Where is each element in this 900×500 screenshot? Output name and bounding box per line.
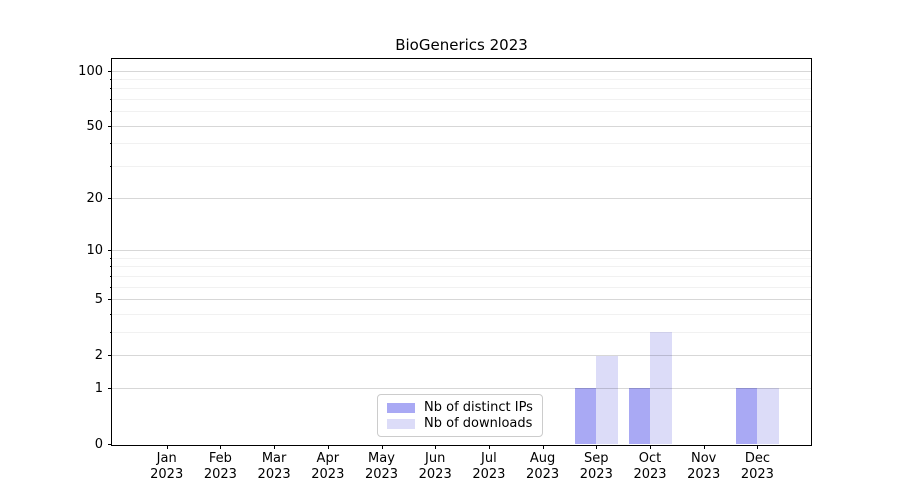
y-minor-tick-mark-70: [109, 99, 112, 101]
x-tick-label-nov: Nov 2023: [687, 451, 721, 482]
y-tick-mark-2: [107, 355, 112, 357]
y-minor-tick-mark-60: [109, 111, 112, 113]
y-tick-label-10: 10: [86, 242, 103, 258]
x-tick-mark-jan: [166, 444, 168, 449]
bar-distinct-ips-dec: [735, 388, 758, 445]
gridline-major-100: [112, 70, 811, 72]
x-tick-label-may: May 2023: [364, 451, 399, 482]
y-tick-label-1: 1: [94, 380, 103, 396]
legend-label-downloads: Nb of downloads: [424, 416, 533, 431]
x-tick-label-jul: Jul 2023: [472, 451, 506, 482]
gridline-minor-30: [112, 166, 811, 168]
y-tick-label-2: 2: [94, 348, 103, 364]
gridline-minor-7: [112, 275, 811, 277]
gridline-major-2: [112, 355, 811, 357]
x-tick-mark-jun: [435, 444, 437, 449]
y-minor-tick-mark-9: [109, 257, 112, 259]
legend-swatch-downloads: [387, 419, 415, 429]
chart-title: BioGenerics 2023: [395, 36, 528, 54]
y-minor-tick-mark-3: [109, 331, 112, 333]
bar-distinct-ips-oct: [628, 388, 650, 445]
x-tick-mark-aug: [542, 444, 544, 449]
legend-label-distinct-ips: Nb of distinct IPs: [424, 400, 533, 415]
gridline-minor-90: [112, 78, 811, 80]
y-tick-label-0: 0: [94, 437, 103, 452]
gridline-major-1: [112, 387, 811, 389]
legend-entry-distinct-ips: Nb of distinct IPs: [387, 400, 533, 416]
gridline-minor-60: [112, 111, 811, 113]
gridline-minor-40: [112, 143, 811, 145]
y-tick-mark-20: [107, 197, 112, 199]
gridline-major-50: [112, 125, 811, 127]
y-minor-tick-mark-80: [109, 88, 112, 90]
x-tick-label-jan: Jan 2023: [150, 451, 184, 482]
x-tick-label-aug: Aug 2023: [526, 451, 560, 482]
y-minor-tick-mark-6: [109, 286, 112, 288]
y-minor-tick-mark-7: [109, 275, 112, 277]
y-minor-tick-mark-4: [109, 313, 112, 315]
x-tick-label-oct: Oct 2023: [633, 451, 667, 482]
legend-entry-downloads: Nb of downloads: [387, 416, 533, 432]
gridline-major-20: [112, 197, 811, 199]
bar-downloads-sep: [596, 355, 618, 445]
x-tick-mark-dec: [757, 444, 759, 449]
y-minor-tick-mark-40: [109, 143, 112, 145]
x-tick-label-mar: Mar 2023: [257, 451, 291, 482]
x-tick-label-feb: Feb 2023: [203, 451, 237, 482]
y-minor-tick-mark-8: [109, 266, 112, 268]
y-tick-mark-10: [107, 249, 112, 251]
bars-layer: [112, 59, 811, 445]
gridline-major-10: [112, 249, 811, 251]
gridline-minor-80: [112, 88, 811, 90]
x-tick-mark-feb: [220, 444, 222, 449]
gridline-minor-4: [112, 313, 811, 315]
y-tick-mark-5: [107, 298, 112, 300]
legend-swatch-distinct-ips: [387, 403, 415, 413]
x-tick-label-sep: Sep 2023: [579, 451, 613, 482]
x-tick-mark-apr: [327, 444, 329, 449]
x-tick-mark-sep: [596, 444, 598, 449]
grid-layer: [112, 59, 811, 445]
bar-downloads-dec: [757, 388, 779, 445]
y-tick-label-20: 20: [86, 190, 103, 206]
x-tick-mark-may: [381, 444, 383, 449]
y-tick-mark-50: [107, 125, 112, 127]
x-tick-mark-nov: [703, 444, 705, 449]
gridline-major-5: [112, 298, 811, 300]
y-minor-tick-mark-90: [109, 78, 112, 80]
gridline-minor-70: [112, 99, 811, 101]
y-tick-mark-100: [107, 70, 112, 72]
gridline-minor-9: [112, 257, 811, 259]
y-tick-label-50: 50: [86, 118, 103, 134]
x-tick-label-dec: Dec 2023: [740, 451, 774, 482]
gridline-minor-3: [112, 331, 811, 333]
x-tick-mark-oct: [650, 444, 651, 449]
y-tick-label-100: 100: [78, 63, 103, 79]
x-tick-label-apr: Apr 2023: [311, 451, 345, 482]
bar-distinct-ips-sep: [574, 388, 597, 445]
gridline-minor-6: [112, 286, 811, 288]
gridline-minor-8: [112, 266, 811, 268]
y-minor-tick-mark-30: [109, 166, 112, 168]
legend: Nb of distinct IPs Nb of downloads: [377, 394, 543, 437]
x-tick-mark-mar: [274, 444, 276, 449]
bar-downloads-oct: [650, 332, 672, 445]
y-tick-label-5: 5: [94, 291, 103, 307]
x-tick-label-jun: Jun 2023: [418, 451, 452, 482]
plot-area: [112, 59, 811, 445]
x-tick-mark-jul: [488, 444, 490, 449]
y-tick-mark-1: [107, 387, 112, 389]
y-tick-mark-0: [107, 444, 112, 445]
